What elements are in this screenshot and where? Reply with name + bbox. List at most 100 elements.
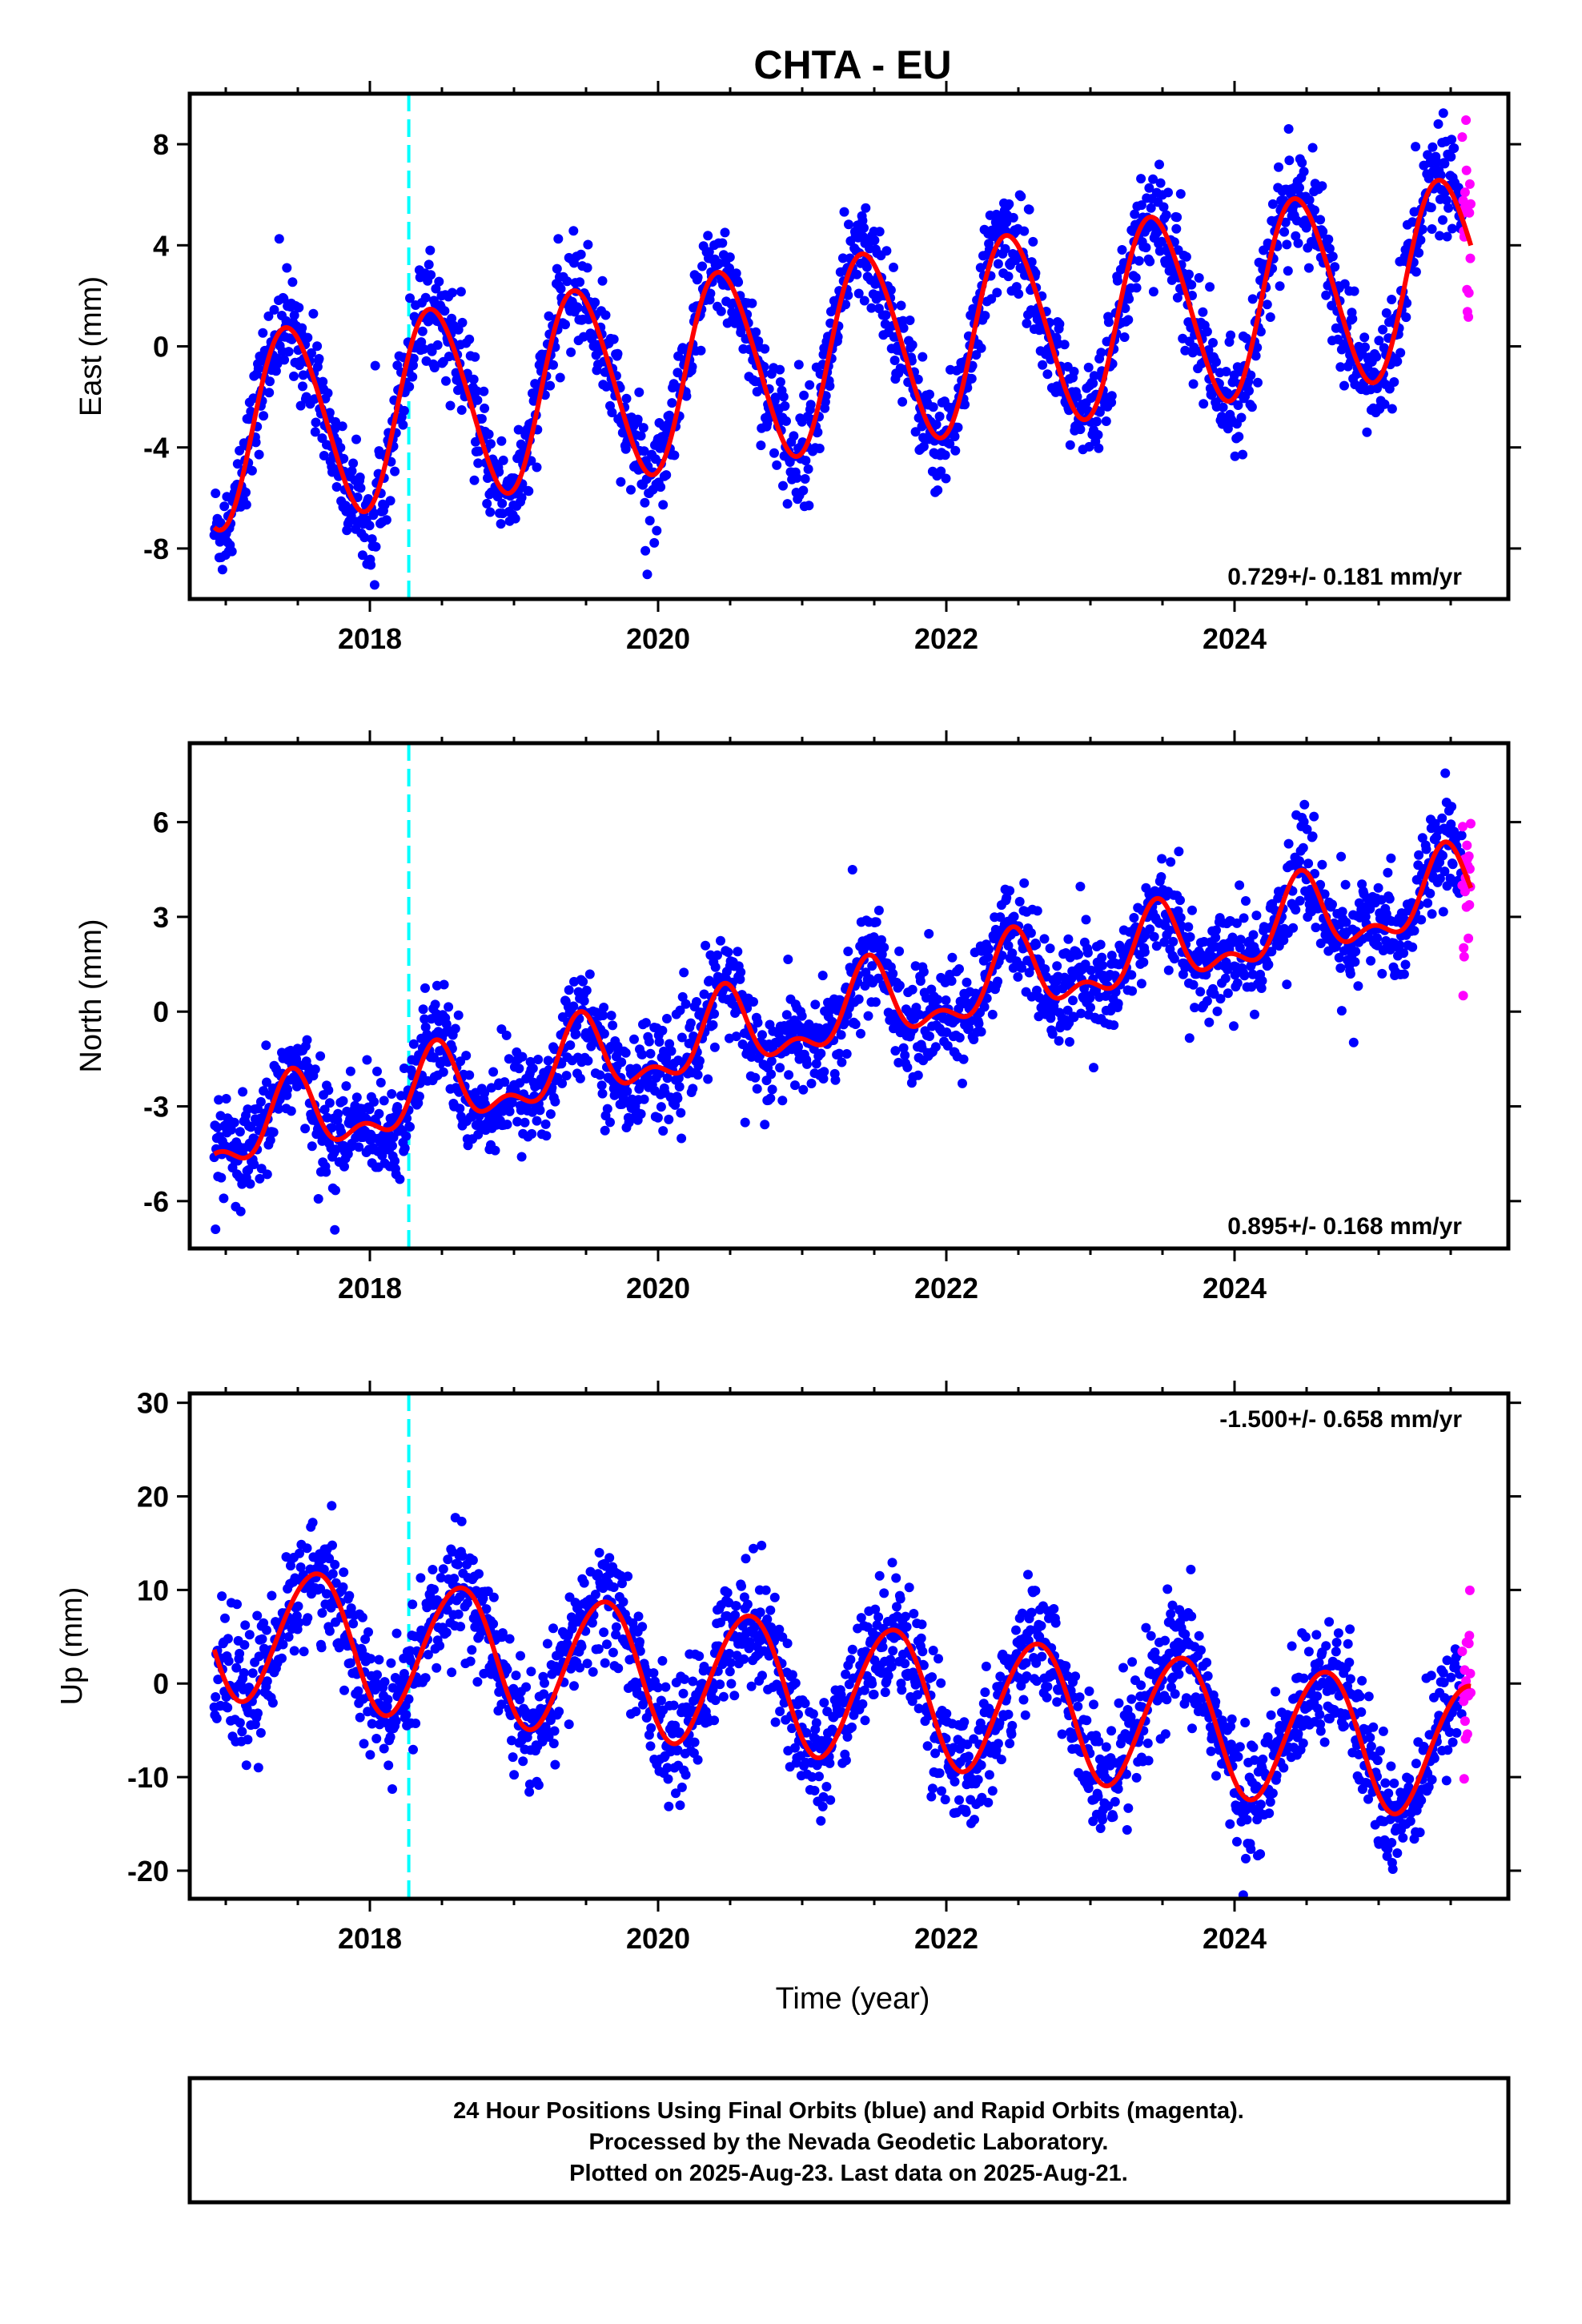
data-point: [1223, 388, 1233, 398]
data-point: [890, 1046, 901, 1056]
data-point: [1303, 858, 1314, 869]
data-point: [1362, 427, 1372, 437]
data-point: [657, 1655, 668, 1666]
data-point: [450, 1023, 460, 1034]
data-point: [383, 1760, 394, 1771]
data-point: [366, 1654, 376, 1664]
data-point: [1283, 124, 1294, 134]
data-point: [425, 245, 436, 255]
data-point: [1439, 866, 1450, 877]
data-point: [1039, 934, 1050, 944]
data-point: [777, 1096, 788, 1106]
data-point: [1123, 315, 1134, 325]
data-point: [549, 1726, 560, 1736]
data-point: [680, 1674, 689, 1684]
data-point: [897, 396, 908, 407]
data-point: [1414, 247, 1424, 258]
data-point: [608, 334, 619, 344]
data-point: [528, 1063, 538, 1074]
data-point: [251, 437, 261, 448]
data-point: [924, 929, 934, 939]
data-point: [232, 459, 243, 469]
data-point: [365, 1750, 375, 1760]
data-point: [931, 420, 942, 430]
data-point: [1003, 271, 1014, 282]
data-point: [1251, 351, 1261, 361]
data-point: [1129, 913, 1139, 923]
data-point: [769, 448, 779, 458]
data-point: [1054, 319, 1065, 329]
data-point: [1299, 799, 1310, 810]
data-point: [600, 310, 611, 320]
data-point: [405, 1646, 415, 1656]
data-point: [498, 455, 508, 465]
data-point: [496, 436, 507, 446]
data-point: [494, 467, 504, 477]
data-point: [873, 905, 884, 915]
data-point: [640, 545, 651, 556]
data-point: [817, 971, 828, 981]
data-point: [423, 1650, 433, 1660]
data-point: [399, 1669, 409, 1679]
data-point: [765, 1093, 776, 1104]
data-point: [400, 1143, 410, 1153]
data-point: [357, 550, 367, 561]
data-point: [370, 1685, 380, 1695]
data-point: [560, 320, 570, 330]
data-point: [338, 1582, 348, 1592]
data-point: [843, 290, 853, 300]
data-point: [837, 1057, 847, 1068]
data-point: [1148, 174, 1158, 184]
data-point: [331, 1578, 341, 1588]
data-point: [913, 1070, 923, 1080]
data-point: [1089, 371, 1099, 381]
data-point: [669, 1700, 679, 1711]
data-point: [391, 1716, 401, 1726]
data-point: [318, 376, 328, 387]
data-point: [552, 263, 562, 274]
data-point: [725, 1658, 736, 1668]
data-point: [535, 1105, 545, 1116]
data-point: [658, 1126, 669, 1136]
data-point: [283, 1632, 294, 1642]
data-point: [348, 458, 359, 468]
data-point: [885, 285, 896, 296]
data-point: [811, 1059, 821, 1069]
data-point: [532, 462, 542, 472]
data-point: [427, 346, 437, 356]
data-point: [902, 1062, 913, 1072]
y-tick-label: 4: [153, 229, 169, 262]
data-point: [1416, 915, 1427, 925]
data-point: [1309, 811, 1319, 822]
rapid-data-point: [1460, 187, 1470, 198]
data-point: [1387, 404, 1397, 414]
data-point: [223, 1656, 234, 1667]
data-point: [390, 466, 400, 476]
data-point: [294, 303, 304, 313]
data-point: [1141, 243, 1151, 253]
data-point: [521, 1682, 532, 1692]
data-point: [1298, 842, 1308, 853]
data-point: [1267, 199, 1278, 209]
data-point: [623, 1571, 633, 1582]
data-point: [942, 1040, 953, 1051]
data-point: [1175, 189, 1186, 199]
data-point: [353, 1686, 363, 1696]
data-point: [704, 247, 714, 257]
data-point: [1094, 443, 1104, 453]
data-point: [800, 474, 810, 484]
data-point: [1138, 957, 1149, 967]
rapid-data-point: [1459, 943, 1469, 953]
rapid-data-point: [1464, 207, 1475, 218]
data-point: [582, 263, 592, 273]
data-point: [357, 1612, 367, 1622]
data-point: [818, 1074, 829, 1084]
data-point: [1341, 917, 1351, 927]
data-point: [1395, 348, 1406, 358]
data-point: [760, 1120, 770, 1130]
data-point: [1075, 424, 1086, 435]
data-point: [861, 203, 871, 213]
data-point: [543, 1055, 553, 1066]
data-point: [666, 1046, 677, 1056]
